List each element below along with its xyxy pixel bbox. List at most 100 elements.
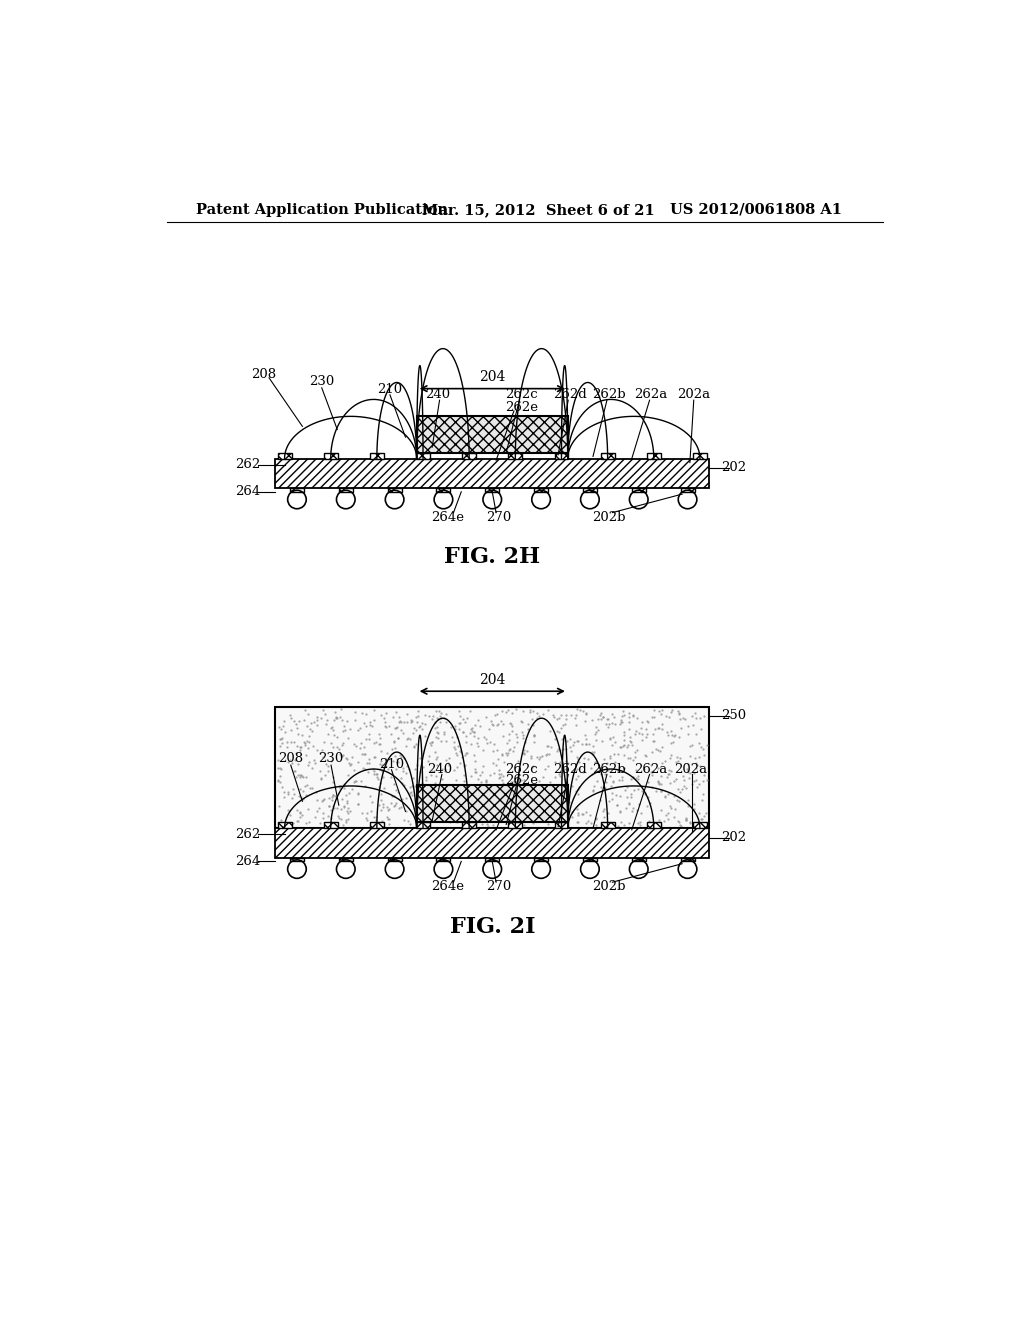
Text: 250: 250: [722, 709, 746, 722]
Point: [582, 804, 598, 825]
Point: [612, 737, 629, 758]
Point: [331, 776, 347, 797]
Point: [387, 795, 403, 816]
Point: [519, 719, 536, 741]
Point: [494, 701, 510, 722]
Point: [685, 770, 701, 791]
Point: [487, 800, 504, 821]
Point: [568, 705, 585, 726]
Point: [679, 759, 695, 780]
Point: [385, 706, 401, 727]
Point: [568, 747, 585, 768]
Point: [417, 726, 433, 747]
Point: [375, 793, 391, 814]
Point: [279, 737, 295, 758]
Point: [372, 754, 388, 775]
Point: [428, 766, 444, 787]
Point: [464, 795, 480, 816]
Point: [487, 805, 504, 826]
Point: [586, 742, 602, 763]
Point: [288, 766, 304, 787]
Point: [429, 754, 445, 775]
Bar: [462, 822, 476, 829]
Point: [569, 779, 586, 800]
Point: [651, 700, 668, 721]
Point: [588, 752, 604, 774]
Point: [563, 741, 580, 762]
Bar: [693, 822, 707, 829]
Point: [663, 733, 679, 754]
Point: [396, 747, 413, 768]
Point: [531, 771, 548, 792]
Point: [339, 791, 355, 812]
Point: [644, 706, 660, 727]
Point: [621, 747, 637, 768]
Point: [623, 784, 639, 805]
Point: [552, 784, 568, 805]
Point: [354, 743, 371, 764]
Point: [616, 779, 633, 800]
Point: [462, 722, 478, 743]
Point: [587, 751, 603, 772]
Point: [289, 800, 305, 821]
Point: [610, 816, 627, 837]
Point: [670, 777, 686, 799]
Point: [670, 789, 686, 810]
Point: [515, 742, 531, 763]
Point: [490, 759, 507, 780]
Point: [650, 739, 667, 760]
Point: [305, 711, 322, 733]
Point: [303, 721, 319, 742]
Point: [623, 731, 639, 752]
Point: [449, 744, 465, 766]
Point: [434, 797, 451, 818]
Point: [428, 726, 444, 747]
Point: [495, 726, 511, 747]
Bar: [324, 453, 338, 459]
Point: [386, 774, 402, 795]
Point: [312, 768, 329, 789]
Point: [539, 735, 555, 756]
Bar: [436, 858, 451, 862]
Text: 202a: 202a: [674, 763, 708, 776]
Point: [443, 810, 460, 832]
Point: [289, 717, 305, 738]
Point: [272, 758, 289, 779]
Point: [286, 760, 302, 781]
Point: [535, 767, 551, 788]
Point: [639, 723, 655, 744]
Point: [357, 743, 374, 764]
Text: 202a: 202a: [677, 388, 711, 401]
Point: [552, 766, 568, 787]
Point: [462, 700, 478, 721]
Point: [408, 706, 424, 727]
Point: [606, 751, 623, 772]
Point: [688, 770, 705, 791]
Bar: [370, 822, 384, 829]
Point: [433, 702, 450, 723]
Point: [526, 789, 543, 810]
Point: [378, 748, 394, 770]
Point: [605, 726, 622, 747]
Point: [372, 759, 388, 780]
Point: [684, 706, 700, 727]
Point: [402, 783, 419, 804]
Point: [328, 785, 344, 807]
Point: [299, 775, 315, 796]
Point: [690, 733, 707, 754]
Point: [484, 741, 501, 762]
Bar: [647, 822, 660, 829]
Point: [571, 751, 588, 772]
Point: [470, 710, 486, 731]
Point: [465, 781, 481, 803]
Point: [386, 795, 402, 816]
Point: [296, 731, 312, 752]
Bar: [508, 822, 522, 829]
Point: [673, 816, 689, 837]
Text: 264e: 264e: [431, 511, 464, 524]
Point: [484, 714, 501, 735]
Point: [550, 738, 566, 759]
Point: [488, 739, 505, 760]
Point: [469, 733, 485, 754]
Point: [292, 801, 308, 822]
